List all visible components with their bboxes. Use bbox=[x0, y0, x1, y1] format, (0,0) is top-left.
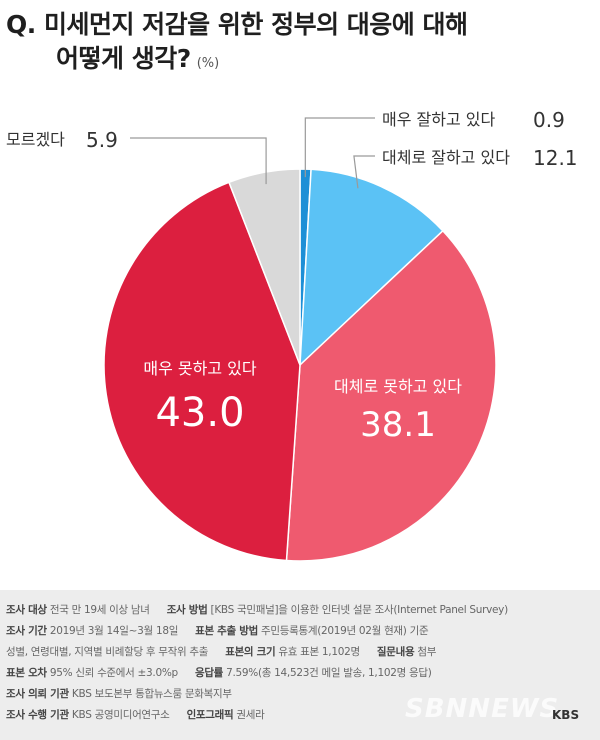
pie-slice-2 bbox=[299, 168, 444, 367]
sample-size-label: 표본의 크기 bbox=[225, 646, 276, 658]
graphic: 권세라 bbox=[236, 709, 265, 721]
agency: KBS 공영미디어연구소 bbox=[71, 709, 170, 721]
value-label-5: 5.9 bbox=[86, 128, 118, 152]
sampling-detail: 성별, 연령대별, 지역별 비례할당 후 무작위 추출 bbox=[6, 646, 209, 658]
client: KBS 보도본부 통합뉴스룸 문화복지부 bbox=[71, 688, 232, 700]
footer-line-3: 성별, 연령대별, 지역별 비례할당 후 무작위 추출 표본의 크기 유효 표본… bbox=[6, 644, 436, 659]
slice-label-3: 대체로 못하고 있다 bbox=[334, 377, 462, 396]
survey-target: 전국 만 19세 이상 남녀 bbox=[49, 604, 150, 616]
footer-line-4: 표본 오차 95% 신뢰 수준에서 ±3.0%p 응답률 7.59%(총 14,… bbox=[6, 665, 432, 680]
chart-title: Q. 미세먼지 저감을 위한 정부의 대응에 대해 어떻게 생각? (%) bbox=[6, 8, 468, 81]
questionnaire-label: 질문내용 bbox=[376, 646, 415, 658]
survey-info-footer: 조사 대상 전국 만 19세 이상 남녀 조사 방법 [KBS 국민패널]을 이… bbox=[0, 590, 600, 740]
period-label: 조사 기간 bbox=[6, 625, 47, 637]
leader-line-1 bbox=[304, 117, 375, 178]
leader-line-5 bbox=[130, 137, 267, 185]
unit-label: (%) bbox=[196, 56, 220, 71]
slice-label-5: 모르겠다 bbox=[6, 130, 65, 149]
value-label-2: 12.1 bbox=[533, 146, 578, 170]
value-label-3: 38.1 bbox=[360, 405, 436, 445]
footer-line-6: 조사 수행 기관 KBS 공영미디어연구소 인포그래픽 권세라 bbox=[6, 707, 265, 722]
graphic-label: 인포그래픽 bbox=[186, 709, 234, 721]
survey-method-label: 조사 방법 bbox=[166, 604, 208, 616]
response-label: 응답률 bbox=[194, 667, 224, 679]
slice-label-1: 매우 잘하고 있다 bbox=[382, 110, 495, 129]
slice-label-4: 매우 못하고 있다 bbox=[143, 359, 256, 378]
questionnaire: 첨부 bbox=[417, 646, 437, 658]
response: 7.59%(총 14,523건 메일 발송, 1,102명 응답) bbox=[226, 667, 432, 679]
pie-chart: 매우 잘하고 있다 0.9 대체로 잘하고 있다 12.1 대체로 못하고 있다 38.1… bbox=[6, 108, 578, 562]
client-label: 조사 의뢰 기관 bbox=[6, 688, 69, 700]
error-label: 표본 오차 bbox=[6, 667, 47, 679]
footer-line-2: 조사 기간 2019년 3월 14일~3월 18일 표본 추출 방법 주민등록통… bbox=[6, 623, 429, 638]
pie-slice-4 bbox=[103, 181, 301, 562]
footer-line-1: 조사 대상 전국 만 19세 이상 남녀 조사 방법 [KBS 국민패널]을 이… bbox=[6, 602, 508, 617]
pie-slice-5 bbox=[228, 168, 301, 366]
pie-slices bbox=[103, 168, 497, 562]
survey-target-label: 조사 대상 bbox=[6, 604, 47, 616]
footer-line-5: 조사 의뢰 기관 KBS 보도본부 통합뉴스룸 문화복지부 bbox=[6, 686, 232, 701]
slice-label-2: 대체로 잘하고 있다 bbox=[382, 148, 510, 167]
agency-label: 조사 수행 기관 bbox=[6, 709, 69, 721]
survey-method: [KBS 국민패널]을 이용한 인터넷 설문 조사(Internet Panel… bbox=[210, 604, 509, 616]
error: 95% 신뢰 수준에서 ±3.0%p bbox=[49, 667, 178, 679]
period: 2019년 3월 14일~3월 18일 bbox=[49, 625, 179, 637]
value-label-4: 43.0 bbox=[155, 390, 244, 436]
pie-slice-3 bbox=[285, 229, 497, 562]
slice-labels: 매우 잘하고 있다 0.9 대체로 잘하고 있다 12.1 대체로 못하고 있다 38.1… bbox=[6, 108, 578, 445]
title-line-1: Q. 미세먼지 저감을 위한 정부의 대응에 대해 bbox=[6, 10, 468, 39]
sampling-label: 표본 추출 방법 bbox=[195, 625, 258, 637]
leader-lines bbox=[130, 117, 375, 189]
sampling: 주민등록통계(2019년 02월 현재) 기준 bbox=[261, 625, 429, 637]
value-label-1: 0.9 bbox=[533, 108, 565, 132]
sample-size: 유효 표본 1,102명 bbox=[278, 646, 360, 658]
title-line-2: 어떻게 생각? (%) bbox=[6, 42, 467, 81]
leader-line-2 bbox=[353, 155, 375, 189]
watermark: SBNNEWS bbox=[405, 694, 560, 724]
kbs-logo: KBS bbox=[552, 708, 580, 722]
title-line-2-text: 어떻게 생각? bbox=[56, 44, 191, 73]
